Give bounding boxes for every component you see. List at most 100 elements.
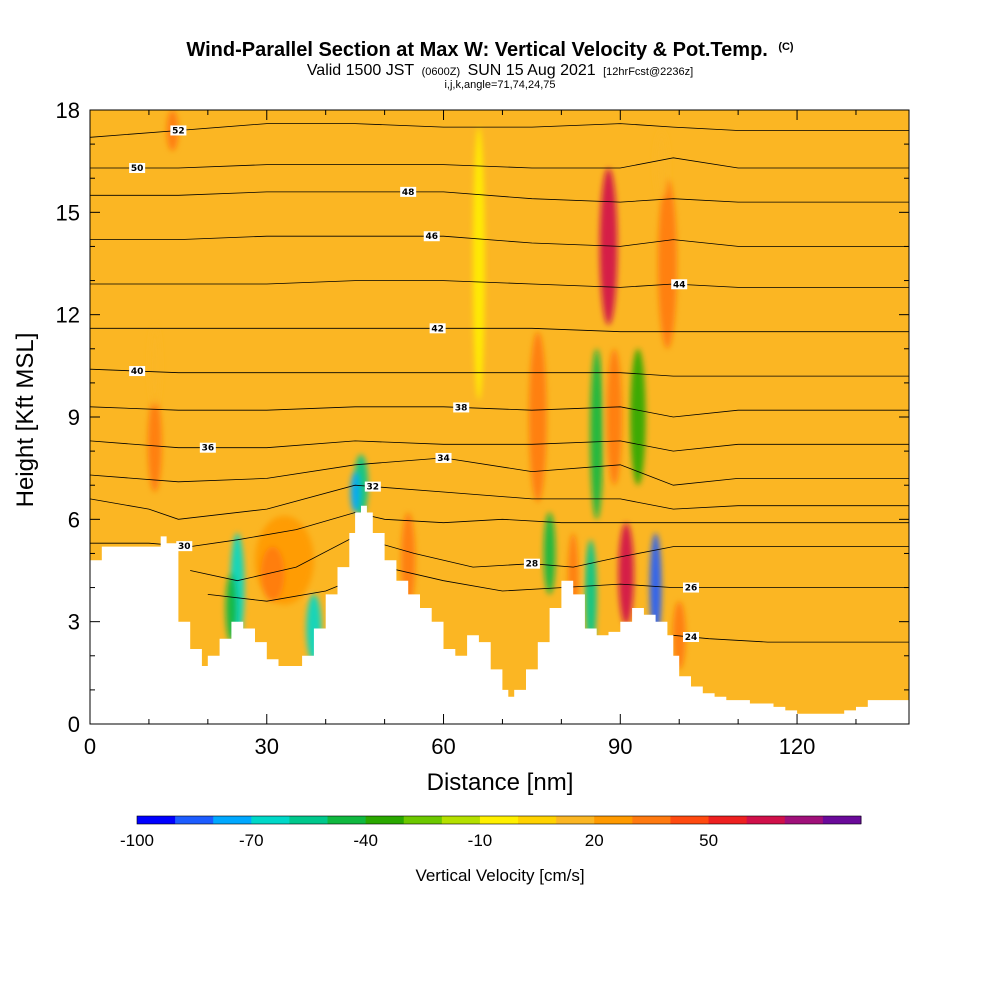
- contour-label: 36: [202, 444, 215, 454]
- colorbar-tick-label: -70: [239, 831, 264, 850]
- theta-contour: [90, 157, 909, 169]
- colorbar-swatch: [327, 816, 367, 824]
- contour-label: 28: [526, 560, 539, 570]
- x-tick-label: 30: [255, 734, 279, 759]
- colorbar-swatch: [632, 816, 671, 824]
- contour-label-box: [199, 442, 216, 453]
- y-tick-label: 15: [56, 200, 80, 225]
- contour-label: 30: [178, 542, 191, 552]
- colorbar-tick-label: -10: [468, 831, 493, 850]
- colorbar-frame: [136, 815, 862, 825]
- theta-contour: [90, 484, 909, 520]
- velocity-cell: [672, 601, 686, 670]
- contour-label-box: [400, 186, 417, 197]
- contour-label-box: [453, 402, 470, 413]
- velocity-cell: [599, 167, 618, 325]
- colorbar-swatch: [175, 816, 214, 824]
- colorbar-swatch: [784, 816, 824, 824]
- x-tick-label: 90: [608, 734, 632, 759]
- contour-label: 46: [425, 232, 438, 242]
- y-tick-label: 0: [68, 712, 80, 737]
- contour-label: 48: [402, 188, 415, 198]
- contour-label: 26: [685, 584, 698, 594]
- colorbar-swatch: [518, 816, 557, 824]
- velocity-cell: [528, 331, 547, 503]
- velocity-cell: [630, 348, 646, 486]
- velocity-cell: [148, 324, 161, 407]
- y-tick-label: 6: [68, 507, 80, 532]
- colorbar-swatch: [479, 816, 519, 824]
- terrain-mask: [90, 505, 909, 724]
- contour-label: 32: [367, 483, 380, 493]
- x-tick-label: 120: [779, 734, 816, 759]
- y-tick-label: 3: [68, 610, 80, 635]
- colorbar-swatch: [137, 816, 176, 824]
- colorbar-swatch: [289, 816, 329, 824]
- colorbar-swatch: [213, 816, 252, 824]
- theta-contour: [90, 191, 909, 203]
- grid-indices: i,j,k,angle=71,74,24,75: [444, 79, 555, 91]
- contour-label-box: [176, 541, 193, 552]
- y-axis-label: Height [Kft MSL]: [12, 333, 39, 508]
- colorbar-swatch: [670, 816, 710, 824]
- contour-label-box: [429, 323, 446, 334]
- colorbar-tick-label: -100: [120, 831, 154, 850]
- contour-labels: 52 50 48 46 44 42 40 38 36 34 32 30 28 26 24: [129, 125, 699, 643]
- contour-label: 34: [437, 454, 450, 464]
- chart-title: Wind-Parallel Section at Max W: Vertical…: [186, 39, 794, 61]
- velocity-cell: [618, 522, 634, 626]
- y-tick-label: 9: [68, 405, 80, 430]
- contour-label: 42: [431, 324, 444, 334]
- theta-contours: [90, 123, 909, 643]
- contour-label: 24: [685, 633, 698, 643]
- velocity-cell: [606, 348, 623, 486]
- theta-contour: [90, 123, 909, 138]
- colorbar-swatch: [441, 816, 481, 824]
- theta-contour: [90, 235, 909, 247]
- colorbar-swatch: [365, 816, 405, 824]
- copyright-mark: (C): [778, 41, 794, 53]
- colorbar-swatch: [251, 816, 290, 824]
- colorbar-swatch: [556, 816, 595, 824]
- colorbar-tick-label: 20: [585, 831, 604, 850]
- valid-time: Valid 1500 JST (0600Z) SUN 15 Aug 2021 […: [307, 62, 693, 79]
- theta-contour: [90, 327, 909, 333]
- contour-label: 40: [131, 367, 144, 377]
- contour-label-box: [682, 632, 699, 643]
- colorbar-swatch: [746, 816, 786, 824]
- contour-label: 50: [131, 164, 144, 174]
- theta-contour: [90, 280, 909, 288]
- x-tick-label: 0: [84, 734, 96, 759]
- contour-label-box: [671, 279, 688, 290]
- colorbar: -100 -70 -40 -10 20 50: [120, 815, 862, 850]
- contour-label-box: [170, 125, 187, 136]
- contour-label: 44: [673, 280, 686, 290]
- contour-label-box: [523, 558, 540, 569]
- colorbar-tick-label: 50: [699, 831, 718, 850]
- theta-contour: [90, 440, 909, 452]
- contour-label-box: [129, 162, 146, 173]
- velocity-cell: [350, 471, 360, 513]
- colorbar-swatch: [708, 816, 748, 824]
- contour-label-box: [364, 481, 381, 492]
- contour-label: 52: [172, 126, 185, 136]
- velocity-cell: [657, 178, 677, 349]
- y-tick-label: 12: [56, 303, 80, 328]
- velocity-cell: [590, 348, 604, 520]
- theta-contour: [190, 535, 909, 582]
- colorbar-tick-label: -40: [353, 831, 378, 850]
- theta-contour: [90, 406, 909, 418]
- y-tick-label: 18: [56, 98, 80, 123]
- contour-label: 38: [455, 403, 468, 413]
- velocity-cell: [472, 127, 485, 400]
- colorbar-swatch: [822, 816, 862, 824]
- theta-contour: [90, 368, 909, 377]
- colorbar-swatch: [403, 816, 443, 824]
- velocity-cell: [584, 539, 597, 649]
- colorbar-title: Vertical Velocity [cm/s]: [415, 866, 584, 885]
- contour-label-box: [682, 582, 699, 593]
- velocity-cell: [654, 130, 669, 199]
